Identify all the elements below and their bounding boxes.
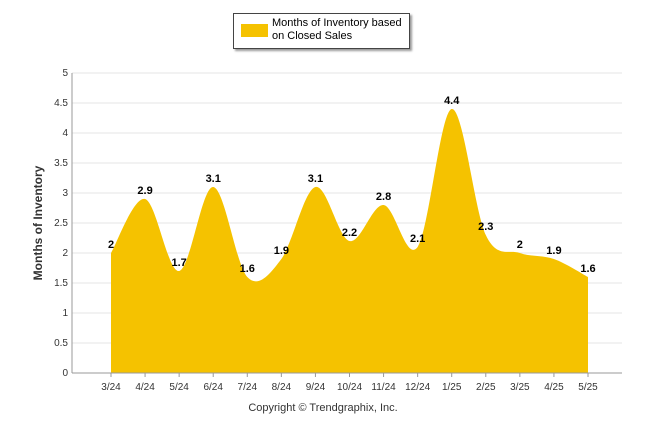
data-label: 2: [108, 239, 114, 251]
y-tick-label: 0: [62, 368, 68, 379]
data-label: 3.1: [206, 173, 221, 185]
data-label: 4.4: [444, 95, 460, 107]
x-tick-label: 3/24: [101, 382, 121, 393]
x-tick-label: 1/25: [442, 382, 462, 393]
data-label: 2.9: [137, 185, 152, 197]
data-label: 1.6: [580, 263, 595, 275]
data-label: 2.2: [342, 227, 357, 239]
legend: Months of Inventory based on Closed Sale…: [233, 13, 410, 49]
data-label: 1.6: [240, 263, 255, 275]
legend-label: Months of Inventory based on Closed Sale…: [272, 17, 402, 42]
y-tick-label: 1: [62, 308, 68, 319]
x-tick-label: 5/24: [169, 382, 189, 393]
y-axis-label: Months of Inventory: [31, 165, 45, 280]
x-tick-labels: 3/24 4/24 5/24 6/24 7/24 8/24 9/24 10/24 11/24 12…: [101, 373, 598, 393]
x-tick-label: 8/24: [272, 382, 292, 393]
x-tick-label: 3/25: [510, 382, 530, 393]
data-label: 2: [517, 239, 523, 251]
y-tick-label: 3.5: [54, 158, 68, 169]
data-label: 2.3: [478, 221, 493, 233]
data-label: 1.9: [546, 245, 561, 257]
data-label: 2.1: [410, 233, 425, 245]
y-tick-label: 4: [62, 128, 68, 139]
legend-swatch: [241, 24, 268, 37]
x-tick-label: 2/25: [476, 382, 496, 393]
y-tick-label: 4.5: [54, 98, 68, 109]
x-tick-label: 12/24: [405, 382, 430, 393]
y-tick-label: 2: [62, 248, 68, 259]
y-tick-label: 0.5: [54, 338, 68, 349]
data-labels: 2 2.9 1.7 3.1 1.6 1.9 3.1 2.2 2.8 2.1 4.4 2.3 2 1.9 1.…: [108, 95, 596, 275]
copyright-text: Copyright © Trendgraphix, Inc.: [248, 402, 398, 414]
x-tick-label: 9/24: [306, 382, 326, 393]
area-series: [111, 108, 588, 373]
y-tick-label: 2.5: [54, 218, 68, 229]
x-tick-label: 6/24: [203, 382, 223, 393]
data-label: 1.9: [274, 245, 289, 257]
x-tick-label: 7/24: [238, 382, 258, 393]
x-tick-label: 4/24: [135, 382, 155, 393]
axes: [71, 73, 622, 374]
x-tick-label: 10/24: [337, 382, 362, 393]
data-label: 1.7: [171, 257, 186, 269]
y-tick-label: 3: [62, 188, 68, 199]
data-label: 3.1: [308, 173, 323, 185]
y-tick-labels: 0 0.5 1 1.5 2 2.5 3 3.5 4 4.5 5: [54, 68, 68, 379]
x-tick-label: 11/24: [371, 382, 396, 393]
y-tick-label: 1.5: [54, 278, 68, 289]
x-tick-label: 4/25: [544, 382, 564, 393]
y-tick-label: 5: [62, 68, 68, 79]
data-label: 2.8: [376, 191, 391, 203]
x-tick-label: 5/25: [578, 382, 598, 393]
